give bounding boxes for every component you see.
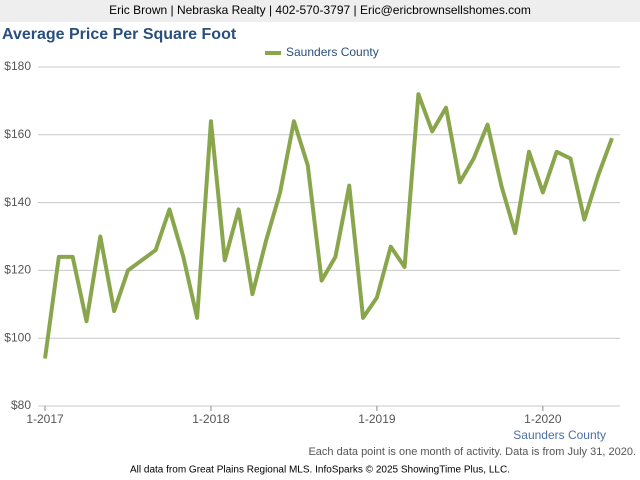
y-tick-label: $160: [4, 127, 31, 141]
header-bar: [0, 0, 640, 22]
series-line: [43, 92, 614, 359]
x-tick-label: 1-2018: [192, 412, 230, 426]
y-tick-label: $100: [4, 330, 31, 344]
y-tick-label: $140: [4, 195, 31, 209]
legend-label: Saunders County: [286, 45, 379, 59]
y-tick-label: $80: [11, 398, 31, 412]
x-tick-label: 1-2019: [358, 412, 396, 426]
y-tick-label: $180: [4, 59, 31, 73]
x-axis-label: Saunders County: [513, 428, 606, 442]
header-text: Eric Brown | Nebraska Realty | 402-570-3…: [109, 3, 531, 17]
y-tick-label: $120: [4, 263, 31, 277]
x-tick-label: 1-2020: [524, 412, 562, 426]
source: All data from Great Plains Regional MLS.…: [130, 465, 510, 476]
note: Each data point is one month of activity…: [308, 446, 636, 458]
chart-title: Average Price Per Square Foot: [2, 26, 237, 43]
x-tick-label: 1-2017: [26, 412, 64, 426]
